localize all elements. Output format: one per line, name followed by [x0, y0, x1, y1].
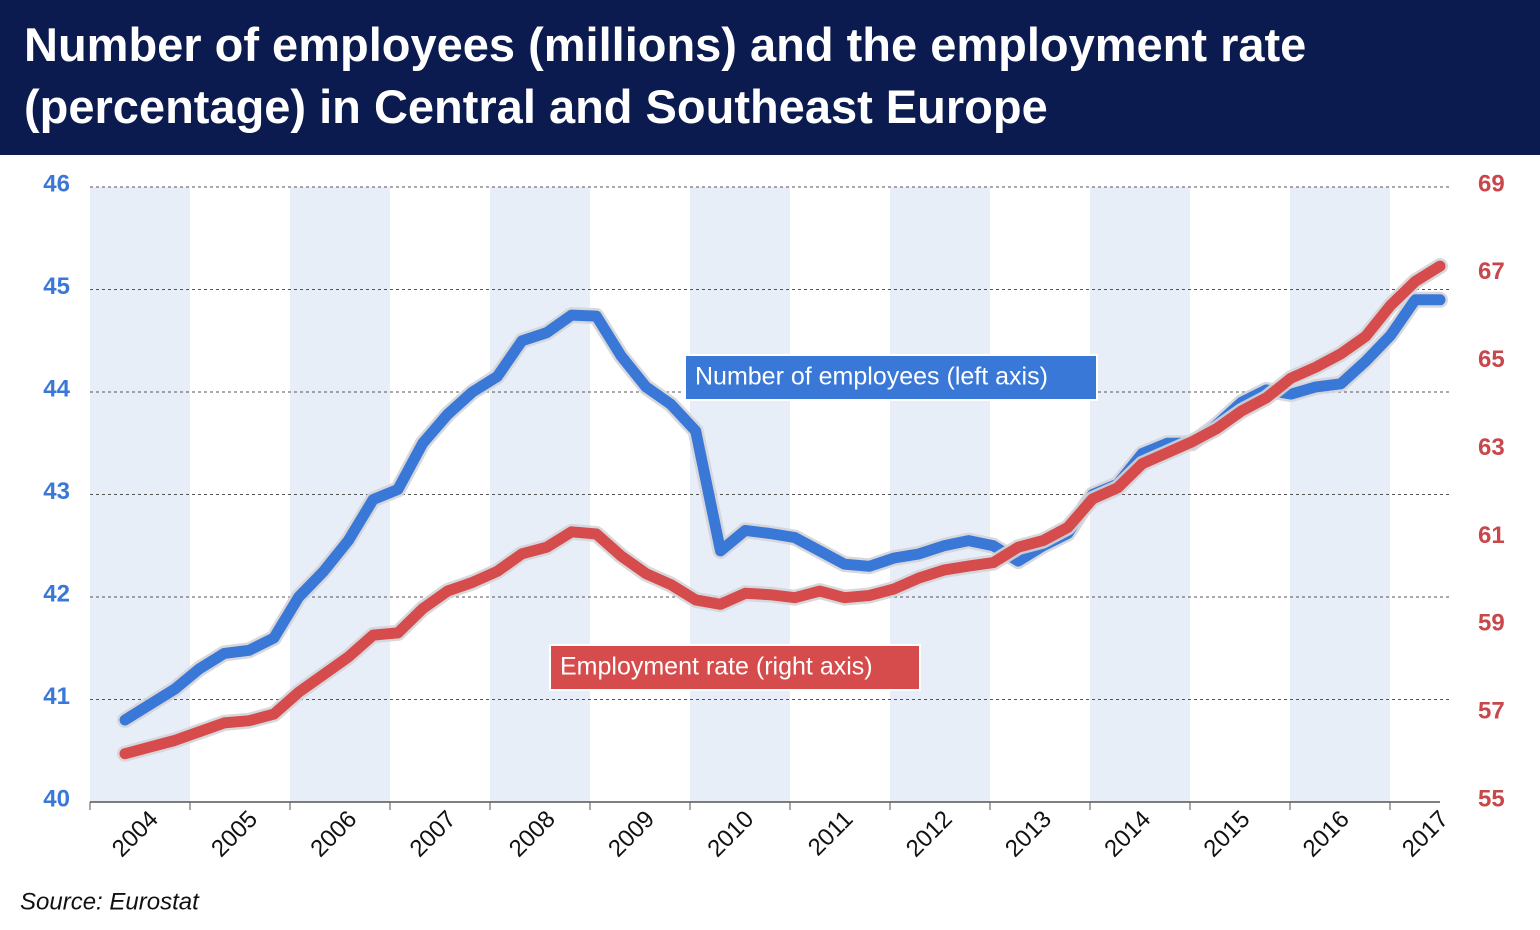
x-tick-label: 2011 [803, 806, 859, 862]
y2-tick-label: 69 [1478, 170, 1505, 197]
annotation-box [549, 644, 921, 691]
x-tick-label: 2007 [405, 806, 462, 863]
x-tick-label: 2017 [1397, 806, 1454, 863]
x-tick-label: 2010 [702, 806, 759, 863]
y-tick-label: 43 [43, 478, 70, 505]
y-tick-label: 41 [43, 683, 70, 710]
annotation-label: Number of employees (left axis) [695, 363, 1048, 391]
y2-tick-label: 55 [1478, 785, 1505, 812]
y-tick-label: 45 [43, 273, 70, 300]
x-tick-label: 2009 [603, 806, 660, 863]
y2-tick-label: 65 [1478, 346, 1505, 373]
y-tick-label: 40 [43, 785, 70, 812]
y-tick-label: 42 [43, 580, 70, 607]
x-tick-label: 2005 [206, 806, 263, 863]
line [119, 260, 1446, 760]
annotation-label: Employment rate (right axis) [560, 653, 873, 681]
x-tick-label: 2006 [305, 806, 362, 863]
y2-tick-label: 63 [1478, 434, 1505, 461]
annotation-box [684, 354, 1098, 401]
x-tick-label: 2004 [107, 806, 164, 863]
x-tick-label: 2008 [504, 806, 561, 863]
source: Source: Eurostat [20, 888, 200, 915]
header: Number of employees (millions) and the e… [0, 0, 1540, 155]
y2-tick-label: 67 [1478, 258, 1505, 285]
x-tick-label: 2016 [1298, 806, 1355, 863]
y-tick-label: 44 [43, 375, 70, 402]
y2-tick-label: 57 [1478, 697, 1505, 724]
x-tick-label: 2013 [1000, 806, 1057, 863]
y-tick-label: 46 [43, 170, 70, 197]
chart-title: Number of employees (millions) and the e… [24, 18, 1307, 133]
x-tick-label: 2014 [1099, 806, 1156, 863]
x-tick-label: 2012 [901, 806, 958, 863]
y2-tick-label: 61 [1478, 522, 1505, 549]
x-tick-label: 2015 [1199, 806, 1256, 863]
y2-tick-label: 59 [1478, 610, 1505, 637]
